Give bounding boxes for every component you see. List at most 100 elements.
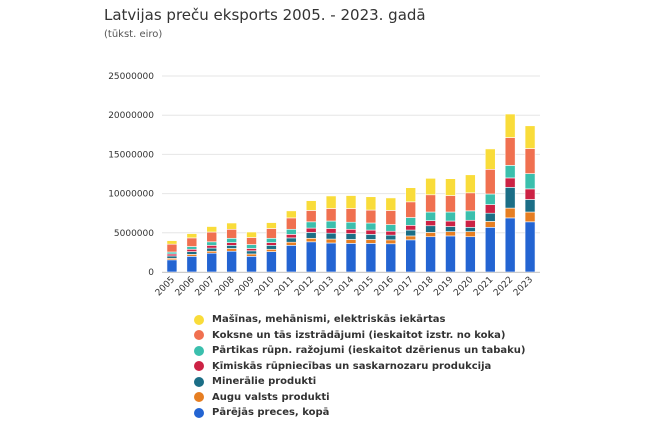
bar-segment — [524, 211, 536, 223]
bars — [166, 113, 536, 273]
x-tick-label: 2018 — [412, 275, 435, 298]
bar-segment — [325, 195, 337, 209]
bar-segment — [345, 239, 357, 244]
bar-segment — [465, 174, 476, 194]
x-tick-label: 2019 — [432, 275, 455, 298]
x-tick-label: 2023 — [512, 275, 535, 298]
y-axis: 0 5000000 10000000 15000000 20000000 25000000 — [108, 72, 154, 278]
legend-marker-icon — [194, 314, 204, 325]
legend-label: Koksne un tās izstrādājumi (ieskaitot iz… — [212, 329, 506, 341]
bar-segment — [305, 210, 317, 223]
bar-segment — [226, 245, 237, 249]
bar-segment — [385, 243, 397, 273]
bar-segment — [345, 195, 357, 209]
bar-segment — [365, 222, 377, 231]
bar-segment — [465, 210, 476, 221]
bar-segment — [206, 252, 218, 273]
bar-segment — [345, 228, 357, 234]
bar-segment — [504, 165, 516, 179]
x-tick-label: 2005 — [154, 275, 177, 298]
y-tick-label: 20000000 — [108, 111, 154, 121]
bar-segment — [206, 245, 218, 249]
bar-segment — [465, 236, 476, 273]
bar-segment — [425, 220, 436, 227]
legend-marker-icon — [194, 345, 204, 356]
bar-segment — [266, 222, 277, 229]
bar-segment — [365, 229, 377, 235]
bar-segment — [345, 221, 357, 230]
bar-segment — [186, 233, 198, 239]
y-tick-label: 5000000 — [114, 229, 154, 239]
legend: Mašīnas, mehānismi, elektriskās iekārtas… — [194, 312, 525, 421]
bar-segment — [345, 233, 357, 240]
bar-segment — [266, 228, 277, 239]
bar-segment — [286, 245, 297, 273]
bar-segment — [504, 177, 516, 188]
legend-label: Mašīnas, mehānismi, elektriskās iekārtas — [212, 314, 446, 326]
legend-item[interactable]: Minerālie produkti — [194, 374, 525, 390]
bar-segment — [465, 192, 476, 212]
bar-segment — [524, 199, 536, 213]
legend-item[interactable]: Ķīmiskās rūpniecības un saskarnozaru pro… — [194, 359, 525, 375]
bar-segment — [425, 178, 436, 196]
bar-segment — [425, 225, 436, 233]
bar-segment — [286, 228, 297, 235]
bar-segment — [286, 241, 297, 246]
bar-segment — [325, 238, 337, 244]
legend-item[interactable]: Augu valsts produkti — [194, 390, 525, 406]
legend-label: Pārējās preces, kopā — [212, 407, 330, 419]
bar-segment — [445, 178, 456, 196]
bar-segment — [465, 219, 476, 228]
x-axis: 2005200620072008200920102011201220132014… — [154, 272, 540, 298]
bar-segment — [325, 208, 337, 222]
x-tick-label: 2022 — [492, 275, 515, 298]
legend-label: Ķīmiskās rūpniecības un saskarnozaru pro… — [212, 360, 492, 372]
legend-item[interactable]: Koksne un tās izstrādājumi (ieskaitot iz… — [194, 328, 525, 344]
bar-segment — [266, 242, 277, 246]
bar-segment — [385, 230, 397, 236]
bar-segment — [266, 251, 277, 273]
x-tick-label: 2020 — [452, 275, 475, 298]
bar-segment — [445, 226, 456, 232]
bar-segment — [385, 197, 397, 211]
legend-marker-icon — [194, 330, 204, 341]
bar-segment — [465, 231, 476, 238]
bar-segment — [365, 209, 377, 224]
x-tick-label: 2014 — [333, 275, 356, 298]
bar-segment — [266, 237, 277, 243]
bar-segment — [226, 222, 237, 230]
bar-segment — [524, 148, 536, 174]
bar-segment — [226, 250, 237, 273]
legend-marker-icon — [194, 361, 204, 372]
bar-segment — [484, 168, 496, 195]
y-tick-label: 0 — [148, 268, 154, 278]
x-tick-label: 2006 — [174, 275, 197, 298]
x-tick-label: 2015 — [353, 275, 376, 298]
bar-segment — [504, 207, 516, 219]
bar-segment — [405, 239, 416, 273]
legend-item[interactable]: Pārējās preces, kopā — [194, 405, 525, 421]
bar-segment — [504, 187, 516, 209]
x-tick-label: 2009 — [233, 275, 256, 298]
y-tick-label: 15000000 — [108, 150, 154, 160]
legend-marker-icon — [194, 392, 204, 403]
bar-segment — [484, 221, 496, 228]
bar-segment — [405, 187, 416, 203]
bar-segment — [524, 188, 536, 200]
bar-segment — [206, 247, 218, 252]
bar-segment — [385, 224, 397, 232]
x-tick-label: 2012 — [293, 275, 316, 298]
y-tick-label: 25000000 — [108, 72, 154, 82]
bar-segment — [524, 173, 536, 190]
bar-segment — [524, 221, 536, 273]
y-tick-label: 10000000 — [108, 190, 154, 200]
bar-segment — [206, 231, 218, 243]
legend-item[interactable]: Pārtikas rūpn. ražojumi (ieskaitot dzēri… — [194, 343, 525, 359]
bar-segment — [286, 234, 297, 239]
legend-item[interactable]: Mašīnas, mehānismi, elektriskās iekārtas — [194, 312, 525, 328]
bar-segment — [445, 231, 456, 237]
bar-segment — [166, 243, 178, 253]
bar-segment — [445, 235, 456, 273]
bar-segment — [504, 137, 516, 166]
